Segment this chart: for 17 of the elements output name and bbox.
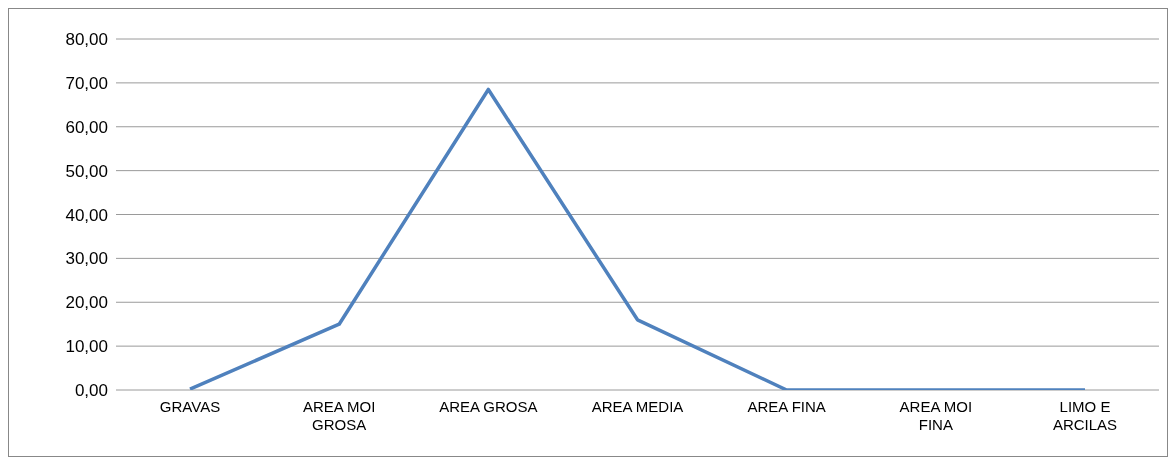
x-tick-label: LIMO E ARCILAS (1052, 398, 1118, 433)
x-tick-label: AREA FINA (747, 398, 826, 415)
y-tick-label: 0,00 (74, 381, 108, 401)
y-tick-label: 10,00 (65, 337, 108, 357)
x-tick-label: GRAVAS (159, 398, 221, 415)
x-tick-label: AREA MEDIA (591, 398, 684, 415)
line-series (188, 87, 1087, 390)
y-tick-label: 60,00 (65, 117, 108, 137)
x-tick-label: AREA MOI GROSA (302, 398, 376, 433)
y-tick-label: 40,00 (65, 205, 108, 225)
y-tick-label: 30,00 (65, 249, 108, 269)
y-tick-label: 20,00 (65, 293, 108, 313)
y-tick-label: 50,00 (65, 161, 108, 181)
x-tick-label: AREA GROSA (439, 398, 538, 415)
x-tick-label: AREA MOI FINA (899, 398, 973, 433)
y-tick-label: 70,00 (65, 73, 108, 93)
y-tick-label: 80,00 (65, 30, 108, 50)
